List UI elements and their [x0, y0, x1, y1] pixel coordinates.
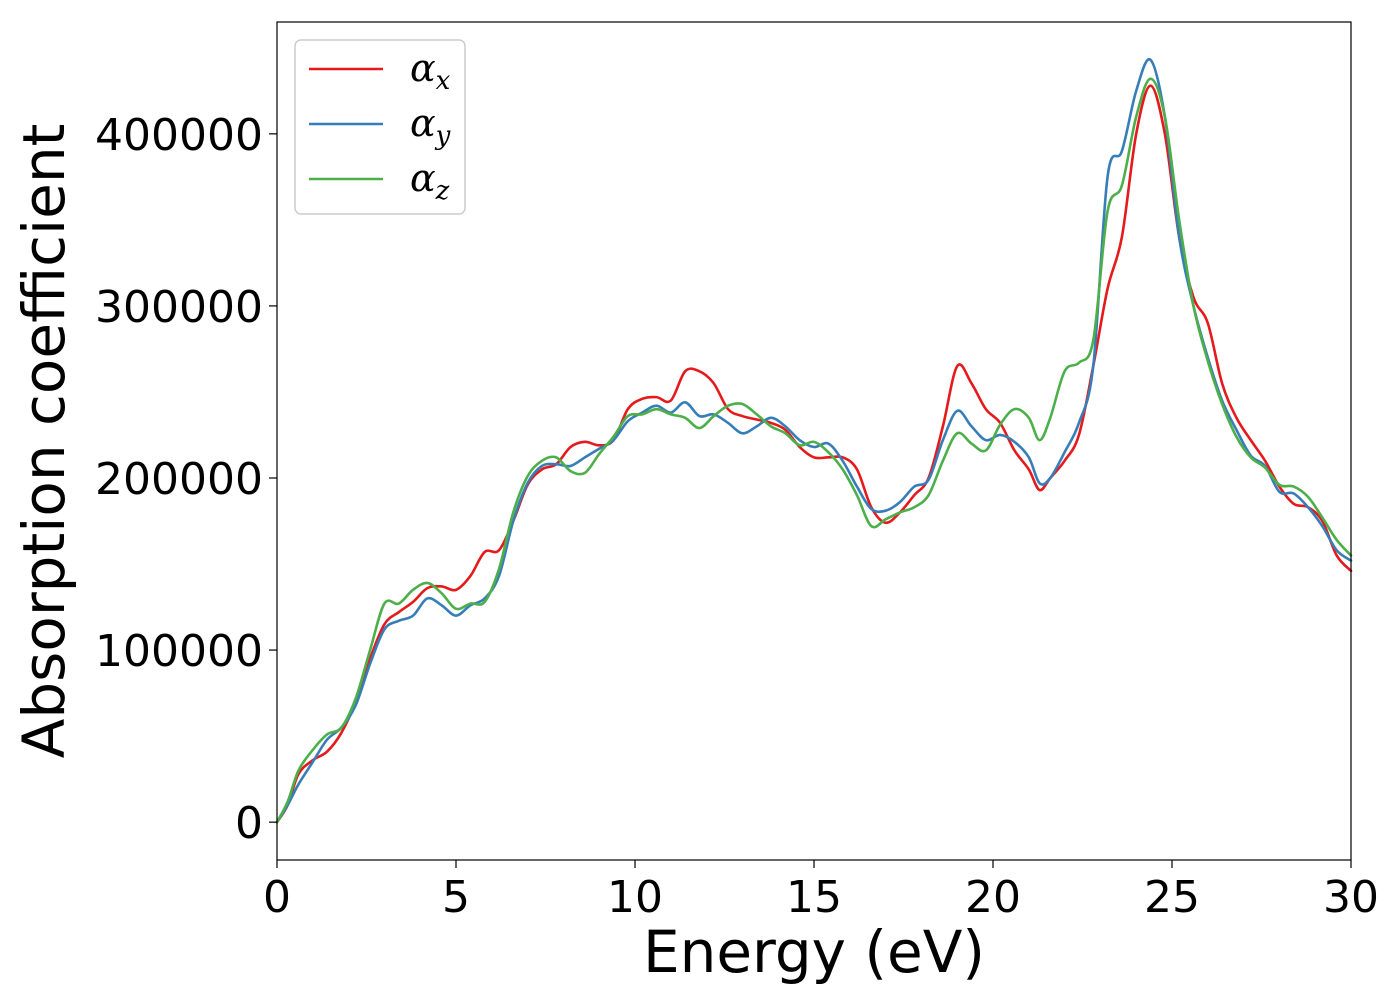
y-tick-label: 0: [235, 798, 263, 849]
x-tick-label: 20: [965, 872, 1021, 923]
x-tick-label: 0: [263, 872, 291, 923]
legend-label-y: αy: [410, 101, 451, 151]
x-axis-label: Energy (eV): [643, 918, 985, 986]
x-tick-label: 15: [786, 872, 842, 923]
x-tick-label: 10: [607, 872, 663, 923]
y-tick-label: 100000: [95, 626, 263, 677]
axis-ticks: 0 5 10 15 20 25 30 0 100000 200000 300000 400000: [95, 110, 1379, 923]
legend-label-x: αx: [410, 46, 451, 96]
legend-box: [294, 39, 466, 215]
series-line-z: [275, 77, 1353, 824]
y-tick-label: 300000: [95, 282, 263, 333]
y-tick-label: 200000: [95, 454, 263, 505]
x-tick-label: 5: [442, 872, 470, 923]
y-tick-label: 400000: [95, 110, 263, 161]
x-tick-label: 30: [1323, 872, 1379, 923]
y-axis-label: Absorption coefficient: [10, 124, 78, 759]
legend-label-z: αz: [410, 156, 450, 206]
series-layer: [275, 58, 1353, 824]
x-tick-label: 25: [1144, 872, 1200, 923]
